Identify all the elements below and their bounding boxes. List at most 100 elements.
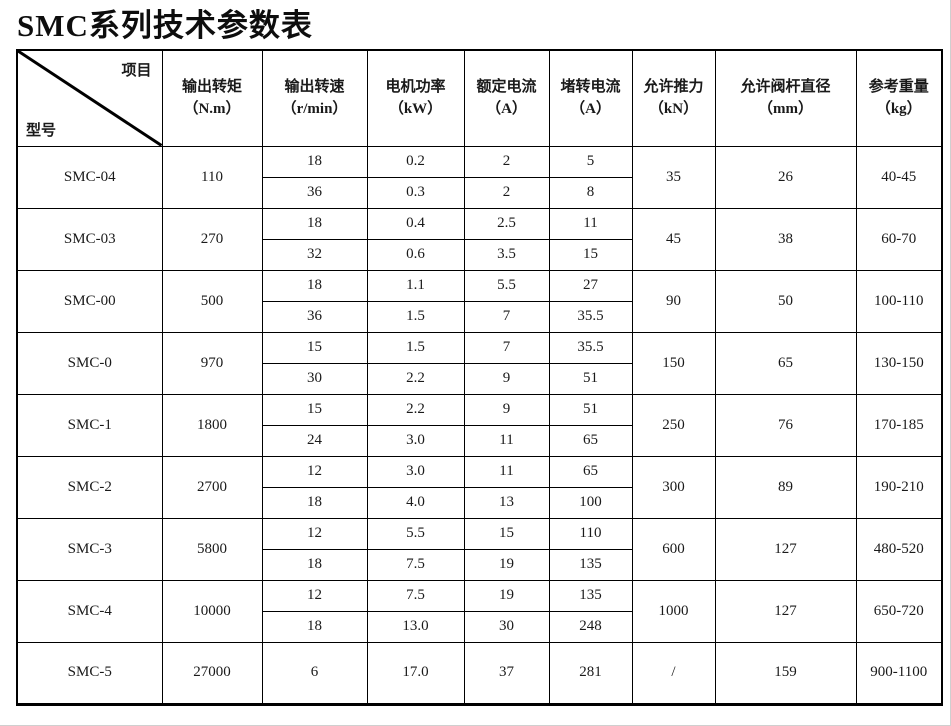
cell-power: 5.5 [366,517,465,550]
cell-model: SMC-0 [16,331,163,395]
table-row: SMC-0 970 15 1.5 7 35.5 150 65 130-150 [16,331,943,395]
column-header-1: 输出转矩 （N.m） [161,49,263,147]
column-unit: （kN） [648,100,699,117]
cell-stem: 65 [714,331,857,395]
cell-speed: 12 [261,455,368,488]
diagonal-line [18,51,161,146]
cell-model: SMC-2 [16,455,163,519]
cell-power: 0.2 [366,145,465,178]
column-header-6: 允许推力 （kN） [631,49,716,147]
cell-rated: 2 [463,176,550,209]
column-label: 允许阀杆直径 [740,78,831,95]
table-row: 18 13.0 30 248 [17,610,942,643]
cell-speed: 30 [261,362,368,395]
column-header-4: 额定电流 （A） [463,49,550,147]
page-title: SMC系列技术参数表 [17,8,313,43]
cell-model: SMC-04 [16,145,163,209]
cell-model: SMC-1 [16,393,163,457]
cell-thrust: 35 [631,145,716,209]
cell-power: 4.0 [366,486,465,519]
column-unit: （r/min） [281,100,348,117]
cell-speed: 12 [261,579,368,612]
column-header-2: 输出转速 （r/min） [261,49,368,147]
cell-weight: 60-70 [855,207,943,271]
cell-weight: 170-185 [855,393,943,457]
cell-thrust: 150 [631,331,716,395]
cell-stall: 8 [548,176,633,209]
corner-label-model: 型号 [26,122,57,139]
column-header-3: 电机功率 （kW） [366,49,465,147]
cell-stall: 135 [548,579,633,612]
table-row: 32 0.6 3.5 15 [17,238,942,271]
cell-model: SMC-4 [16,579,163,643]
cell-rated: 15 [463,517,550,550]
table-row: 30 2.2 9 51 [17,362,942,395]
cell-speed: 24 [261,424,368,457]
cell-thrust: 300 [631,455,716,519]
cell-stall: 65 [548,455,633,488]
cell-weight: 650-720 [855,579,943,643]
cell-power: 2.2 [366,393,465,426]
table-header-row: 项目 型号 输出转矩 （N.m） 输出转速 （r/min） 电机功率 （kW） 额定电流 （A… [16,49,943,147]
cell-torque: 27000 [161,641,263,705]
cell-stall: 51 [548,362,633,395]
cell-speed: 18 [261,610,368,643]
cell-stem: 159 [714,641,857,705]
cell-power: 1.5 [366,331,465,364]
table-row: SMC-4 10000 12 7.5 19 135 1000 127 650-720 [16,579,943,643]
column-label: 输出转速 [284,78,345,95]
cell-thrust: 600 [631,517,716,581]
cell-stall: 65 [548,424,633,457]
corner-label-item: 项目 [121,63,152,80]
cell-power: 1.5 [366,300,465,333]
cell-stem: 89 [714,455,857,519]
cell-speed: 18 [261,548,368,581]
cell-power: 3.0 [366,424,465,457]
cell-stem: 76 [714,393,857,457]
cell-speed: 12 [261,517,368,550]
column-label: 允许推力 [643,78,704,95]
cell-thrust: 90 [631,269,716,333]
cell-speed: 18 [261,486,368,519]
cell-stem: 127 [714,517,857,581]
column-header-7: 允许阀杆直径 （mm） [714,49,857,147]
cell-power: 17.0 [366,641,465,705]
cell-speed: 15 [261,393,368,426]
cell-thrust: 250 [631,393,716,457]
table-row: SMC-04 110 18 0.2 2 5 35 26 40-45 [16,145,943,209]
table-row: SMC-03 270 18 0.4 2.5 11 45 38 60-70 [16,207,943,271]
cell-rated: 2.5 [463,207,550,240]
cell-rated: 37 [463,641,550,705]
cell-model: SMC-00 [16,269,163,333]
table-row: 24 3.0 11 65 [17,424,942,457]
column-label: 电机功率 [385,78,446,95]
cell-stall: 27 [548,269,633,302]
smc-parameters-table: 项目 型号 输出转矩 （N.m） 输出转速 （r/min） 电机功率 （kW） 额定电流 （A… [16,49,943,706]
cell-weight: 480-520 [855,517,943,581]
cell-power: 1.1 [366,269,465,302]
cell-speed: 18 [261,207,368,240]
cell-power: 7.5 [366,548,465,581]
cell-rated: 19 [463,579,550,612]
cell-model: SMC-5 [16,641,163,705]
column-label: 额定电流 [476,78,537,95]
cell-rated: 5.5 [463,269,550,302]
column-unit: （kW） [388,100,443,117]
cell-stall: 11 [548,207,633,240]
cell-rated: 30 [463,610,550,643]
column-unit: （N.m） [183,100,241,117]
column-label: 输出转矩 [181,78,242,95]
cell-stall: 281 [548,641,633,705]
cell-stem: 38 [714,207,857,271]
column-header-5: 堵转电流 （A） [548,49,633,147]
cell-rated: 7 [463,300,550,333]
table-row: SMC-5 27000 6 17.0 37 281/159 900-1100 [16,641,943,705]
column-header-8: 参考重量 （kg） [855,49,943,147]
cell-weight: 900-1100 [855,641,943,705]
diagonal-header-cell: 项目 型号 [16,49,163,147]
column-label: 参考重量 [868,78,929,95]
cell-power: 2.2 [366,362,465,395]
cell-stall: 135 [548,548,633,581]
column-unit: （A） [486,100,527,117]
cell-rated: 13 [463,486,550,519]
